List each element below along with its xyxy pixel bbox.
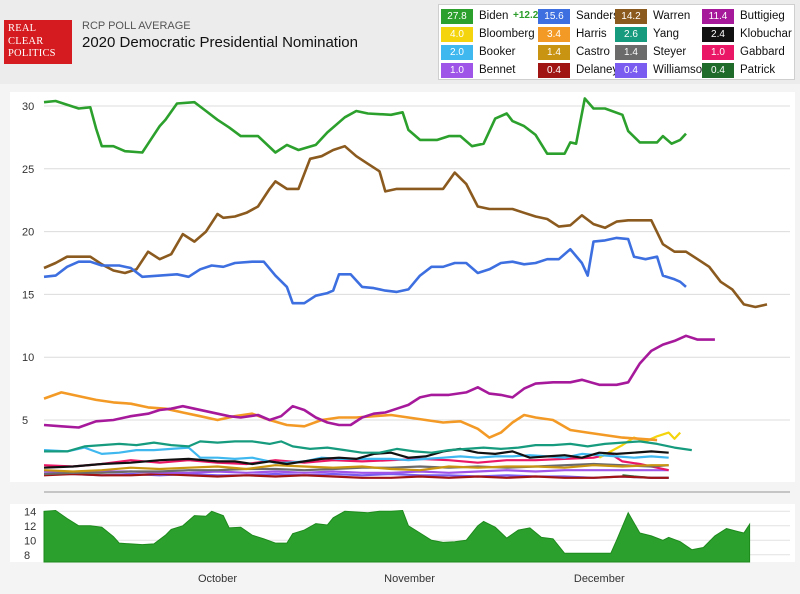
legend-candidate-name: Biden [479, 10, 509, 22]
spread-y-tick-label: 14 [24, 506, 36, 518]
legend-candidate-name: Williamson [653, 64, 709, 76]
y-tick-label: 20 [22, 227, 34, 239]
legend-value-badge: 14.2 [615, 9, 647, 24]
legend-candidate-name: Warren [653, 10, 691, 22]
legend-value-badge: 1.0 [441, 63, 473, 78]
legend-value-badge: 2.6 [615, 27, 647, 42]
spread-y-tick-label: 10 [24, 535, 36, 547]
legend-value-badge: 4.0 [441, 27, 473, 42]
series-line-klobuchar [43, 447, 669, 469]
spread-area [43, 509, 751, 563]
legend-value-badge: 1.4 [538, 45, 570, 60]
legend-value-badge: 15.6 [538, 9, 570, 24]
chart-subtitle: RCP POLL AVERAGE [82, 20, 191, 32]
legend-candidate-name: Delaney [576, 64, 619, 76]
header-bar: REAL CLEAR POLITICS RCP POLL AVERAGE 202… [0, 0, 800, 85]
legend-value-badge: 0.4 [538, 63, 570, 78]
legend-candidate-name: Booker [479, 46, 516, 58]
y-tick-label: 15 [22, 289, 34, 301]
legend-value-badge: 3.4 [538, 27, 570, 42]
legend-candidate-name: Sanders [576, 10, 619, 22]
series-line-sanders [43, 236, 687, 305]
y-tick-label: 10 [22, 352, 34, 364]
legend-value-badge: 1.0 [702, 45, 734, 60]
series-line-castro [43, 464, 669, 473]
series-line-warren [43, 144, 768, 309]
legend-candidate-name: Bloomberg [479, 28, 535, 40]
legend-spread-value: +12.2 [513, 10, 539, 21]
legend-value-badge: 2.4 [702, 27, 734, 42]
logo-line-2: CLEAR [8, 35, 44, 47]
y-tick-label: 5 [22, 415, 28, 427]
legend-value-badge: 0.4 [615, 63, 647, 78]
spread-y-tick-label: 8 [24, 550, 30, 562]
realclearpolitics-logo[interactable]: REAL CLEAR POLITICS [4, 20, 72, 64]
series-line-buttigieg [43, 334, 715, 429]
candidate-legend: 27.8 Biden +12.2 15.6 Sanders 14.2 Warren 11.4 B… [438, 4, 795, 80]
legend-value-badge: 11.4 [702, 9, 734, 24]
legend-value-badge: 27.8 [441, 9, 473, 24]
legend-candidate-name: Bennet [479, 64, 516, 76]
legend-candidate-name: Buttigieg [740, 10, 785, 22]
spread-y-tick-label: 12 [24, 521, 36, 533]
chart-area: 5 10 15 20 25 30 8 10 12 14 October November Decembe… [0, 84, 800, 594]
x-tick-label: November [384, 573, 435, 585]
series-line-biden [43, 97, 687, 155]
series-line-steyer [43, 462, 669, 476]
legend-value-badge: 0.4 [702, 63, 734, 78]
legend-candidate-name: Yang [653, 28, 680, 40]
y-tick-label: 25 [22, 164, 34, 176]
legend-candidate-name: Gabbard [740, 46, 785, 58]
legend-candidate-name: Steyer [653, 46, 687, 58]
x-tick-label: October [198, 573, 237, 585]
legend-value-badge: 1.4 [615, 45, 647, 60]
chart-title: 2020 Democratic Presidential Nomination [82, 34, 358, 51]
series-line-delaney [43, 472, 669, 479]
legend-candidate-name: Castro [576, 46, 610, 58]
legend-candidate-name: Patrick [740, 64, 776, 76]
legend-candidate-name: Klobuchar [740, 28, 792, 40]
y-tick-label: 30 [22, 101, 34, 113]
logo-line-1: REAL [8, 23, 37, 34]
poll-average-chart: 5 10 15 20 25 30 8 10 12 14 October November Decembe… [10, 92, 795, 585]
logo-line-3: POLITICS [8, 48, 72, 61]
legend-value-badge: 2.0 [441, 45, 473, 60]
legend-candidate-name: Harris [576, 28, 607, 40]
series-line-yang [44, 440, 692, 454]
x-tick-label: December [574, 573, 625, 585]
